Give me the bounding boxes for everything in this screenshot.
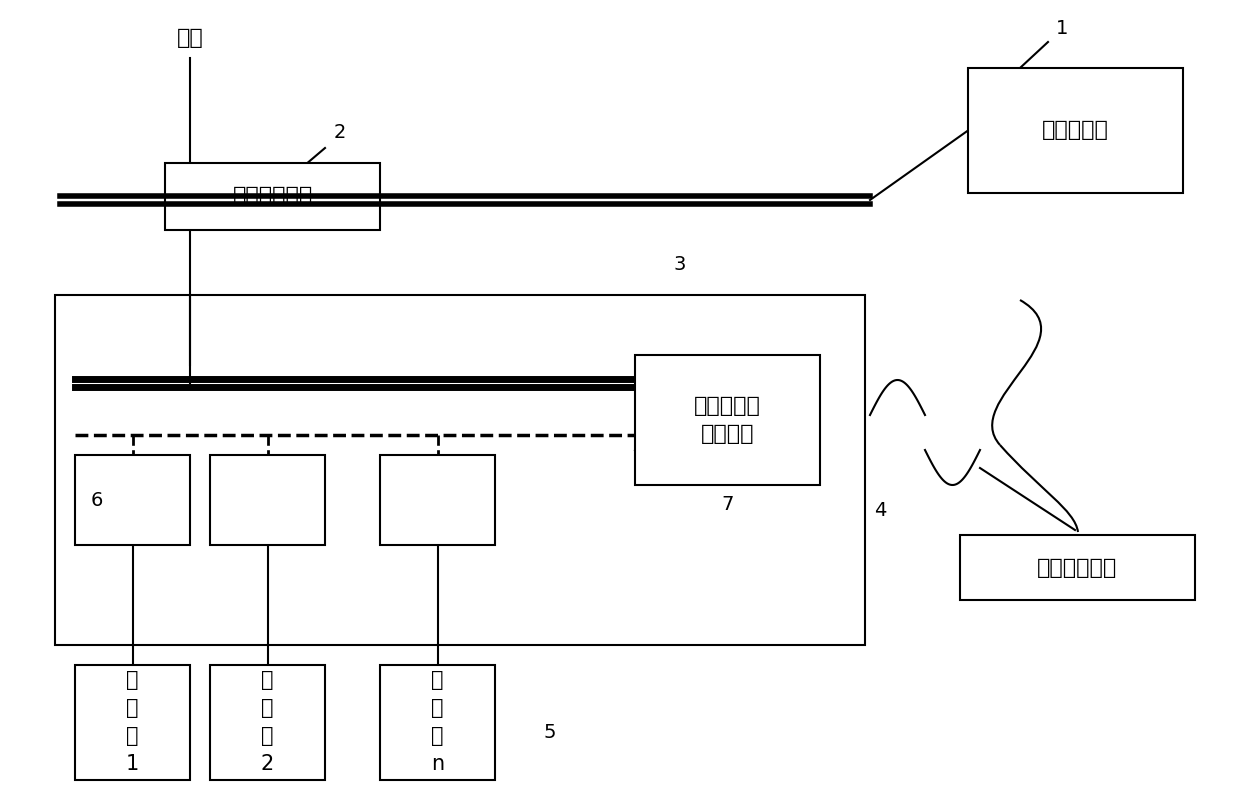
Bar (210, 455, 325, 545)
Bar (379, 455, 495, 545)
Text: 市电: 市电 (176, 28, 203, 48)
Text: 充
电
桩
n: 充 电 桩 n (432, 670, 444, 774)
Text: 6: 6 (91, 490, 103, 510)
Bar (55, 295, 866, 645)
Bar (74, 665, 190, 780)
Text: 5: 5 (544, 723, 557, 742)
Bar (210, 665, 325, 780)
Text: 1: 1 (1055, 18, 1068, 38)
Bar (960, 535, 1195, 600)
Bar (635, 355, 820, 485)
Bar (165, 163, 379, 230)
Text: 电源选通开
关控制器: 电源选通开 关控制器 (694, 396, 761, 444)
Text: 充
电
桩
2: 充 电 桩 2 (260, 670, 274, 774)
Text: 4: 4 (874, 501, 887, 519)
Text: 监控服务器: 监控服务器 (1042, 121, 1109, 141)
Bar (968, 68, 1183, 193)
Bar (379, 665, 495, 780)
Text: 2: 2 (334, 122, 346, 142)
Text: 3: 3 (673, 255, 686, 274)
Text: 7: 7 (722, 495, 734, 514)
Text: 移动手持终端: 移动手持终端 (1038, 558, 1117, 578)
Bar (74, 455, 190, 545)
Text: 充
电
桩
1: 充 电 桩 1 (126, 670, 139, 774)
Text: 数据采集模块: 数据采集模块 (232, 186, 312, 206)
